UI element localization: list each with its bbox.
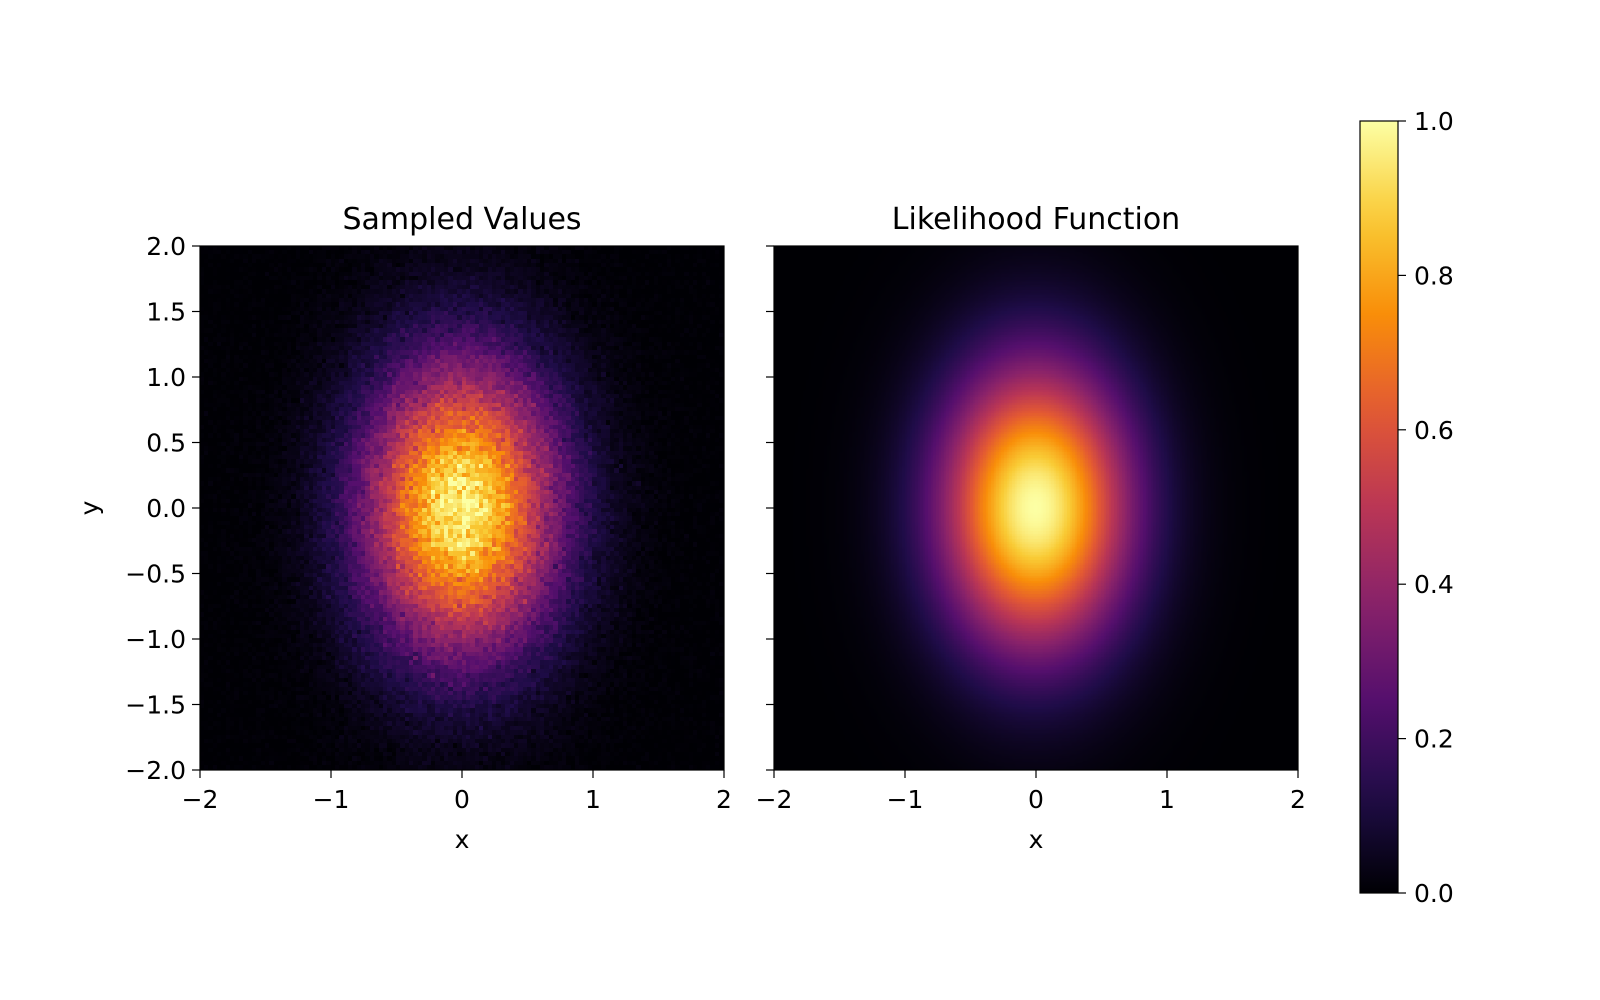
y-tick-label-sampled: −1.0 [125,625,186,654]
heatmap-likelihood-area [774,246,1298,770]
y-tick-label-sampled: 1.0 [146,363,186,392]
y-tick-label-sampled: 1.5 [146,298,186,327]
x-tick-label-sampled: −2 [182,785,219,814]
x-ticks-likelihood: −2 −1 0 1 2 [756,770,1306,814]
colorbar-tick-label: 0.2 [1414,725,1454,754]
y-tick-label-sampled: −2.0 [125,756,186,785]
colorbar-tick-label: 0.6 [1414,416,1454,445]
colorbar-tick-label: 0.8 [1414,261,1454,290]
x-tick-label-sampled: 1 [585,785,601,814]
colorbar-ticks: 0.0 0.2 0.4 0.6 0.8 1.0 [1398,107,1454,908]
y-tick-label-sampled: 2.0 [146,232,186,261]
panel-title-sampled: Sampled Values [342,202,581,237]
panel-sampled-values: Sampled Values −2 −1 0 1 2 −2.0 −1.5 −1.0 −0.5 0… [75,202,732,854]
x-tick-label-likelihood: −1 [887,785,924,814]
heatmap-sampled [200,246,724,770]
y-tick-label-sampled: −0.5 [125,560,186,589]
colorbar-tick-label: 0.4 [1414,570,1454,599]
heatmap-likelihood [774,246,1298,770]
y-tick-label-sampled: 0.0 [146,494,186,523]
colorbar: 0.0 0.2 0.4 0.6 0.8 1.0 [1359,107,1454,908]
heatmap-sampled-area [200,246,724,770]
panel-title-likelihood: Likelihood Function [892,202,1180,237]
panel-likelihood-function: Likelihood Function −2 −1 0 1 2 x [756,202,1306,854]
y-tick-label-sampled: 0.5 [146,429,186,458]
x-tick-label-likelihood: −2 [756,785,793,814]
x-ticks-sampled: −2 −1 0 1 2 [182,770,732,814]
colorbar-tick-label: 1.0 [1414,107,1454,136]
y-tick-label-sampled: −1.5 [125,691,186,720]
colorbar-tick-label: 0.0 [1414,879,1454,908]
x-axis-title-likelihood: x [1029,825,1044,854]
x-tick-label-sampled: 2 [716,785,732,814]
x-tick-label-likelihood: 1 [1159,785,1175,814]
x-axis-title-sampled: x [455,825,470,854]
x-tick-label-sampled: −1 [313,785,350,814]
x-tick-label-sampled: 0 [454,785,470,814]
y-axis-title-sampled: y [75,500,104,515]
colorbar-gradient [1359,120,1399,894]
x-tick-label-likelihood: 0 [1028,785,1044,814]
y-ticks-likelihood [766,245,774,771]
y-ticks-sampled: −2.0 −1.5 −1.0 −0.5 0.0 0.5 1.0 1.5 2.0 [125,232,200,785]
x-tick-label-likelihood: 2 [1290,785,1306,814]
